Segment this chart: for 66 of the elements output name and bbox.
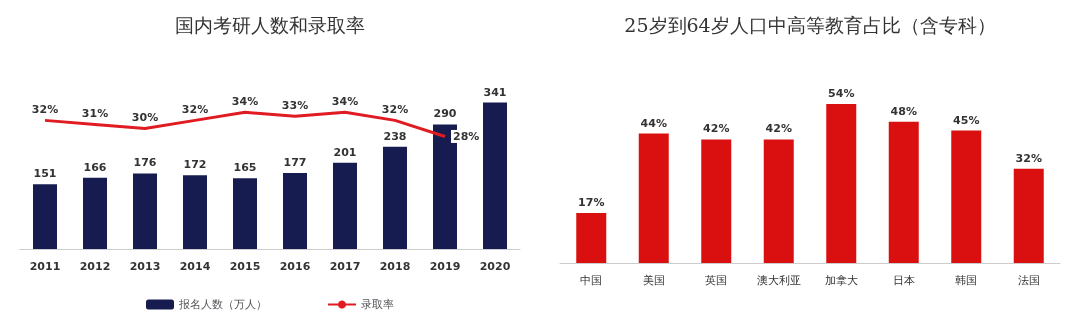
bar	[483, 102, 507, 249]
bar	[763, 139, 794, 263]
chart-title: 25岁到64岁人口中高等教育占比（含专科）	[624, 13, 996, 36]
data-label: 32%	[1015, 151, 1042, 165]
legend-label: 录取率	[361, 298, 394, 311]
data-label: 32%	[181, 103, 209, 117]
x-tick-label: 中国	[580, 274, 603, 287]
x-tick-label: 2015	[229, 260, 261, 273]
data-label: 42%	[703, 122, 730, 136]
data-label: 30%	[131, 111, 159, 125]
x-tick-label: 日本	[892, 274, 915, 287]
data-label: 17%	[578, 195, 605, 209]
x-tick-label: 2012	[79, 260, 111, 273]
data-label: 45%	[953, 113, 980, 127]
x-tick-label: 2018	[379, 260, 411, 273]
data-label: 54%	[828, 87, 855, 101]
x-tick-label: 2013	[129, 260, 161, 273]
bar	[951, 130, 982, 263]
data-label: 341	[483, 85, 507, 99]
bar	[383, 146, 407, 249]
data-label: 165	[233, 161, 257, 175]
x-tick-label: 2016	[279, 260, 311, 273]
bar	[283, 172, 307, 249]
x-tick-label: 澳大利亚	[756, 274, 801, 287]
data-label: 290	[433, 107, 457, 121]
x-tick-label: 英国	[705, 274, 728, 287]
bar	[33, 184, 57, 249]
data-label: 176	[133, 156, 157, 170]
data-label: 32%	[381, 103, 409, 117]
data-label: 42%	[765, 122, 792, 136]
data-label: 172	[183, 158, 207, 172]
data-label: 34%	[231, 95, 259, 109]
chart-title: 国内考研人数和录取率	[175, 13, 365, 36]
x-tick-label: 2014	[179, 260, 211, 273]
data-label: 44%	[640, 116, 667, 130]
bar	[233, 178, 257, 249]
data-label: 201	[333, 145, 357, 159]
data-label: 177	[283, 155, 307, 169]
data-label: 33%	[281, 99, 309, 113]
data-label: 151	[33, 167, 57, 181]
x-tick-label: 2017	[329, 260, 361, 273]
bar	[1013, 168, 1044, 263]
data-label: 238	[383, 129, 407, 143]
data-label: 31%	[81, 107, 109, 121]
x-tick-label: 法国	[1017, 274, 1040, 287]
data-label: 48%	[890, 104, 917, 118]
x-tick-label: 2011	[29, 260, 61, 273]
x-tick-label: 加拿大	[824, 274, 858, 287]
bar	[826, 104, 857, 263]
data-label: 34%	[331, 95, 359, 109]
bar	[638, 133, 669, 263]
bar	[333, 162, 357, 249]
bar	[133, 173, 157, 249]
data-label: 32%	[31, 103, 59, 117]
data-label: 28%	[453, 129, 480, 143]
x-tick-label: 美国	[642, 274, 665, 287]
bar	[701, 139, 732, 263]
data-label: 166	[83, 160, 107, 174]
x-tick-label: 2020	[479, 260, 511, 273]
x-tick-label: 韩国	[955, 274, 978, 287]
legend-label: 报名人数（万人）	[178, 298, 267, 311]
bar	[183, 175, 207, 249]
x-tick-label: 2019	[429, 260, 461, 273]
bar	[888, 121, 919, 263]
bar	[83, 177, 107, 249]
bar	[576, 212, 607, 263]
